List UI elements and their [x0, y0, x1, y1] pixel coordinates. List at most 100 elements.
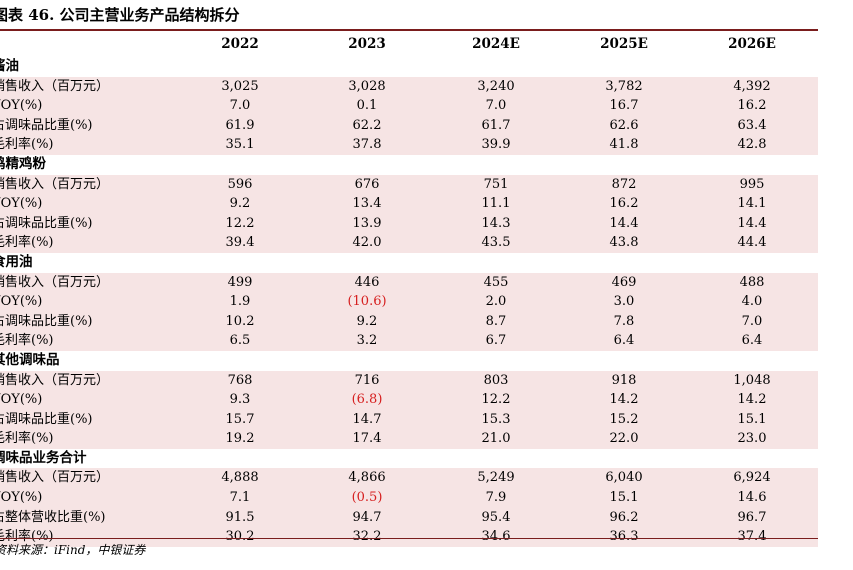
row-label: 销售收入（百万元） [0, 372, 110, 388]
table-cell: (10.6) [347, 294, 387, 310]
table-cell: 30.2 [225, 529, 255, 545]
column-header: 2024E [472, 36, 520, 52]
table-cell: 43.5 [481, 235, 511, 251]
table-cell: 14.4 [609, 215, 639, 231]
table-row: YOY(%) 1.9 (10.6) 2.0 3.0 4.0 [0, 292, 818, 312]
table-cell: 9.2 [356, 313, 378, 329]
table-row: 占调味品比重(%) 10.2 9.2 8.7 7.8 7.0 [0, 311, 818, 332]
table-row: 销售收入（百万元） 4,888 4,866 5,249 6,040 6,924 [0, 468, 818, 489]
table-cell: 15.1 [737, 411, 767, 427]
table-cell: 11.1 [481, 196, 511, 212]
table-row: 销售收入（百万元） 768 716 803 918 1,048 [0, 370, 818, 391]
row-label: YOY(%) [0, 98, 43, 114]
table-row: YOY(%) 9.2 13.4 11.1 16.2 14.1 [0, 194, 818, 214]
table-cell: 63.4 [737, 117, 767, 133]
table-cell: 15.7 [225, 411, 255, 427]
row-label: YOY(%) [0, 490, 43, 506]
table-cell: 7.0 [741, 313, 763, 329]
table-row: YOY(%) 7.0 0.1 7.0 16.7 16.2 [0, 96, 818, 116]
table-cell: 7.0 [229, 98, 251, 114]
section-label: 鸡精鸡粉 [0, 155, 46, 172]
table-row: 毛利率(%) 35.1 37.8 39.9 41.8 42.8 [0, 135, 818, 155]
table-cell: 44.4 [737, 235, 767, 251]
table-cell: 9.3 [229, 392, 251, 408]
row-label: 占调味品比重(%) [0, 313, 93, 329]
table-cell: 62.2 [352, 117, 382, 133]
table-title: 图表 46. 公司主营业务产品结构拆分 [0, 6, 240, 24]
table-cell: 32.2 [352, 529, 382, 545]
table-cell: 12.2 [225, 215, 255, 231]
table-cell: 1.9 [229, 294, 251, 310]
row-label: 毛利率(%) [0, 235, 54, 251]
row-label: 毛利率(%) [0, 333, 54, 349]
row-label: 销售收入（百万元） [0, 470, 110, 486]
table-cell: 3,028 [348, 78, 386, 94]
row-label: YOY(%) [0, 392, 43, 408]
table-cell: 4.0 [741, 294, 763, 310]
table-cell: (6.8) [351, 392, 383, 408]
source-note: 资料来源：iFind，中银证券 [0, 543, 146, 557]
table-cell: 3.0 [613, 294, 635, 310]
table-cell: 4,392 [733, 78, 771, 94]
table-cell: 6.5 [229, 333, 251, 349]
column-header: 2026E [728, 36, 776, 52]
table-cell: 676 [354, 176, 380, 192]
table-cell: 6.7 [485, 333, 507, 349]
table-cell: 995 [739, 176, 765, 192]
table-cell: 499 [227, 274, 253, 290]
table-cell: 61.7 [481, 117, 511, 133]
table-cell: 23.0 [737, 431, 767, 447]
table-cell: 768 [227, 372, 253, 388]
table-cell: 446 [354, 274, 380, 290]
row-label: 占调味品比重(%) [0, 411, 93, 427]
column-header: 2023 [348, 36, 386, 52]
table-cell: 7.9 [485, 490, 507, 506]
row-label: 销售收入（百万元） [0, 78, 110, 94]
bottom-divider [0, 538, 818, 539]
table-cell: 9.2 [229, 196, 251, 212]
row-label: 销售收入（百万元） [0, 176, 110, 192]
table-cell: 12.2 [481, 392, 511, 408]
table-cell: 4,866 [348, 470, 386, 486]
table-cell: 596 [227, 176, 253, 192]
row-label: 占调味品比重(%) [0, 215, 93, 231]
table-cell: 4,888 [221, 470, 259, 486]
table-cell: 15.3 [481, 411, 511, 427]
section-header-row: 酱油 [0, 57, 818, 77]
table-cell: 0.1 [356, 98, 378, 114]
table-row: 销售收入（百万元） 499 446 455 469 488 [0, 272, 818, 293]
table-row: 占调味品比重(%) 12.2 13.9 14.3 14.4 14.4 [0, 213, 818, 234]
table-cell: 35.1 [225, 137, 255, 153]
table-cell: 41.8 [609, 137, 639, 153]
table-cell: 39.9 [481, 137, 511, 153]
table-cell: 6,040 [605, 470, 643, 486]
table-row: 占调味品比重(%) 61.9 62.2 61.7 62.6 63.4 [0, 115, 818, 136]
row-label: YOY(%) [0, 196, 43, 212]
row-label: 占整体营收比重(%) [0, 509, 106, 525]
table-cell: 36.3 [609, 529, 639, 545]
table-row: 占整体营收比重(%) 91.5 94.7 95.4 96.2 96.7 [0, 507, 818, 528]
table-cell: 22.0 [609, 431, 639, 447]
row-label: 销售收入（百万元） [0, 274, 110, 290]
section-label: 酱油 [0, 58, 19, 74]
table-cell: 751 [483, 176, 509, 192]
table-cell: 469 [611, 274, 637, 290]
table-cell: 16.7 [609, 98, 639, 114]
table-cell: 42.0 [352, 235, 382, 251]
section-header-row: 食用油 [0, 253, 818, 273]
table-row: 毛利率(%) 39.4 42.0 43.5 43.8 44.4 [0, 233, 818, 253]
table-cell: 14.2 [609, 392, 639, 408]
table-cell: 918 [611, 372, 637, 388]
table-cell: 7.1 [229, 490, 251, 506]
section-label: 其他调味品 [0, 351, 60, 368]
table-cell: 3.2 [356, 333, 378, 349]
table-cell: 803 [483, 372, 509, 388]
table-cell: (0.5) [351, 490, 383, 506]
table-cell: 14.2 [737, 392, 767, 408]
table-cell: 14.3 [481, 215, 511, 231]
table-row: 占调味品比重(%) 15.7 14.7 15.3 15.2 15.1 [0, 409, 818, 430]
header-row: 2022 2023 2024E 2025E 2026E [0, 31, 818, 57]
table-cell: 7.8 [613, 313, 635, 329]
table-cell: 6,924 [733, 470, 771, 486]
table-cell: 14.4 [737, 215, 767, 231]
